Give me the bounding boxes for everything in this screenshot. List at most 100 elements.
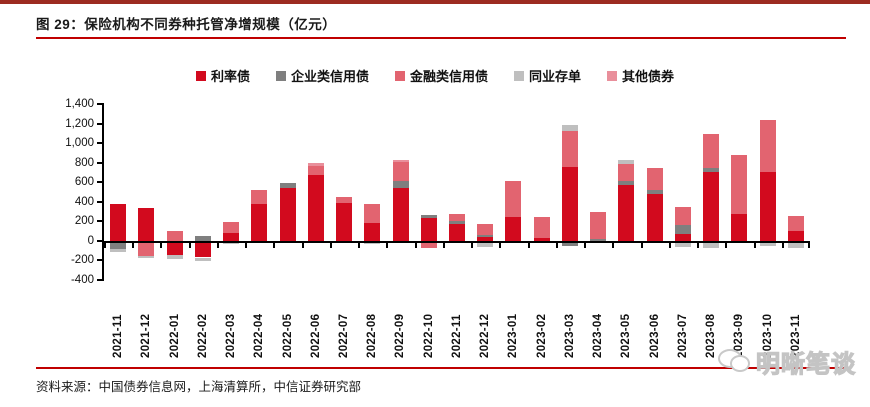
x-tick-label: 2023-03: [563, 313, 576, 358]
x-tick-mark: [160, 242, 163, 248]
footer-rule: [36, 367, 846, 369]
legend-item: 金融类信用债: [394, 66, 488, 85]
legend-item: 企业类信用债: [275, 66, 369, 85]
y-tick-label: 600: [74, 176, 94, 189]
bar-segment-同业存单: [110, 248, 127, 252]
x-tick-mark: [188, 242, 191, 248]
x-axis-labels: 2021-11 2021-12 2022-01 2022-02 2022-03 2022-…: [104, 286, 810, 358]
x-tick-mark: [697, 242, 700, 248]
y-tick-mark: [97, 103, 104, 105]
bar-segment-利率债: [731, 213, 748, 241]
bar-segment-金融类信用债: [646, 167, 663, 191]
bar-segment-利率债: [703, 172, 720, 241]
bar-segment-同业存单: [618, 159, 635, 164]
x-label-cell: 2022-02: [189, 286, 217, 358]
bar-segment-利率债: [646, 193, 663, 241]
bar-segment-其他债券: [307, 163, 324, 166]
watermark-text: 明晰笔谈: [755, 350, 856, 378]
legend-swatch: [514, 70, 524, 81]
legend-label: 企业类信用债: [290, 69, 369, 84]
bar-segment-利率债: [307, 175, 324, 241]
x-label-cell: 2022-11: [443, 286, 471, 358]
y-tick-mark: [97, 200, 104, 203]
legend-label: 其他债券: [622, 69, 675, 84]
y-tick-mark: [97, 220, 104, 223]
x-label-cell: 2022-03: [217, 286, 245, 358]
bar-segment-企业类信用债: [703, 168, 720, 173]
bar-segment-金融类信用债: [561, 130, 578, 167]
x-tick-mark: [442, 242, 445, 248]
bar-segment-利率债: [251, 203, 268, 241]
x-label-cell: 2023-03: [556, 286, 584, 358]
bar-segment-企业类信用债: [477, 235, 494, 237]
y-tick-label: 0: [87, 234, 94, 247]
x-tick-mark: [668, 242, 671, 248]
x-tick-mark: [273, 242, 276, 248]
bar-segment-同业存单: [477, 240, 494, 247]
bar-segment-金融类信用债: [138, 240, 155, 256]
x-label-cell: 2022-07: [330, 286, 358, 358]
y-tick-mark: [97, 279, 104, 281]
bar-segment-利率债: [449, 224, 465, 241]
bar-segment-金融类信用债: [590, 211, 607, 239]
x-tick-label: 2021-11: [112, 314, 125, 358]
bar-segment-金融类信用债: [618, 163, 635, 182]
x-label-cell: 2023-06: [640, 286, 668, 358]
bar-segment-同业存单: [138, 255, 155, 258]
x-label-cell: 2022-01: [160, 286, 188, 358]
bar-segment-利率债: [787, 231, 804, 241]
bar-segment-同业存单: [166, 254, 183, 260]
bar-segment-金融类信用债: [364, 203, 381, 224]
x-tick-label: 2022-04: [253, 313, 266, 358]
bar-segment-同业存单: [674, 240, 691, 247]
legend-swatch: [607, 70, 618, 81]
bar-segment-同业存单: [759, 240, 776, 246]
x-tick-mark: [781, 242, 784, 248]
bar-segment-企业类信用债: [194, 236, 211, 241]
x-tick-mark: [725, 242, 728, 248]
x-label-cell: 2022-05: [273, 286, 301, 358]
bar-segment-利率债: [420, 218, 437, 241]
y-tick-label: 1,200: [65, 117, 94, 130]
x-label-cell: 2023-04: [584, 286, 612, 358]
x-tick-mark: [245, 242, 248, 248]
bar-segment-金融类信用债: [477, 224, 494, 236]
bar-segment-金融类信用债: [223, 222, 240, 234]
y-tick-label: 1,000: [65, 137, 94, 150]
x-tick-label: 2022-12: [479, 313, 492, 358]
bar-segment-利率债: [110, 203, 127, 241]
x-tick-label: 2022-08: [366, 313, 379, 358]
bar-segment-利率债: [138, 207, 155, 241]
x-tick-mark: [471, 242, 474, 248]
y-tick-mark: [97, 161, 104, 164]
plot-area: [97, 103, 810, 281]
y-tick-label: -200: [70, 254, 94, 267]
x-label-cell: 2021-12: [132, 286, 160, 358]
bar-segment-利率债: [364, 223, 381, 241]
bar-segment-企业类信用债: [561, 240, 578, 246]
x-tick-mark: [753, 242, 756, 248]
x-tick-mark: [808, 242, 810, 248]
x-tick-label: 2022-01: [168, 313, 181, 358]
bar-segment-利率债: [336, 202, 353, 241]
figure-title: 图 29：保险机构不同券种托管净增规模（亿元）: [36, 17, 337, 32]
stacked-bar-chart: 1,400 1,200 1,000 800 600 400 200 0 -200 -400: [38, 98, 810, 286]
bar-segment-企业类信用债: [420, 215, 437, 219]
x-label-cell: 2021-11: [104, 286, 132, 358]
bar-segment-金融类信用债: [674, 207, 691, 226]
x-tick-label: 2022-11: [450, 314, 463, 358]
bar-segment-利率债: [223, 233, 240, 241]
bar-segment-利率债: [561, 166, 578, 241]
bar-segment-同业存单: [787, 240, 804, 248]
speech-bubbles-icon: [718, 347, 756, 377]
x-tick-label: 2023-07: [676, 313, 689, 358]
x-tick-mark: [555, 242, 558, 248]
bar-segment-利率债: [674, 234, 691, 241]
bar-segment-其他债券: [392, 159, 409, 163]
bar-segment-金融类信用债: [449, 213, 465, 222]
y-tick-label: 1,400: [65, 98, 94, 110]
bar-segment-企业类信用债: [110, 240, 127, 249]
x-label-cell: 2022-12: [471, 286, 499, 358]
legend-label: 同业存单: [529, 69, 582, 84]
bar-segment-金融类信用债: [787, 216, 804, 232]
